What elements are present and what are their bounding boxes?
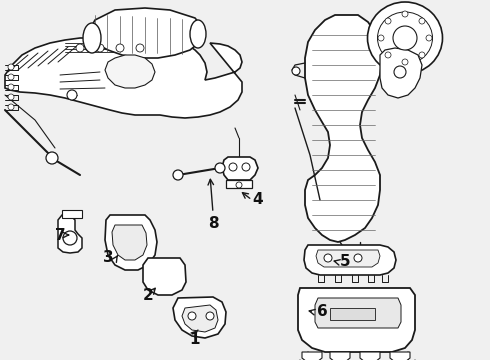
Circle shape [188, 312, 196, 320]
Circle shape [419, 52, 425, 58]
Text: 6: 6 [317, 305, 327, 320]
Ellipse shape [190, 20, 206, 48]
Polygon shape [330, 352, 350, 360]
Text: 3: 3 [103, 251, 113, 266]
Circle shape [76, 44, 84, 52]
Circle shape [402, 11, 408, 17]
Polygon shape [222, 157, 258, 180]
Circle shape [46, 152, 58, 164]
Polygon shape [85, 8, 205, 58]
Circle shape [354, 254, 362, 262]
Polygon shape [226, 180, 252, 188]
Circle shape [116, 44, 124, 52]
Polygon shape [58, 215, 82, 253]
Text: 2: 2 [143, 288, 153, 302]
Text: 5: 5 [340, 255, 350, 270]
Circle shape [215, 163, 225, 173]
Circle shape [292, 67, 300, 75]
Polygon shape [305, 15, 382, 242]
Polygon shape [298, 288, 415, 352]
Circle shape [8, 84, 14, 90]
Polygon shape [62, 210, 82, 218]
Circle shape [67, 90, 77, 100]
Polygon shape [316, 250, 380, 267]
Ellipse shape [377, 12, 433, 64]
Circle shape [394, 66, 406, 78]
Polygon shape [112, 225, 147, 260]
Circle shape [136, 44, 144, 52]
Polygon shape [304, 245, 396, 275]
Polygon shape [173, 297, 226, 338]
Ellipse shape [83, 23, 101, 53]
Circle shape [419, 18, 425, 24]
Polygon shape [143, 258, 186, 295]
Polygon shape [360, 352, 380, 360]
Text: 7: 7 [55, 228, 65, 243]
Polygon shape [390, 352, 410, 360]
Circle shape [402, 59, 408, 65]
Circle shape [8, 74, 14, 80]
Text: 1: 1 [190, 333, 200, 347]
Circle shape [229, 163, 237, 171]
Polygon shape [302, 352, 322, 360]
Bar [330, 308, 375, 320]
Polygon shape [182, 305, 218, 332]
Circle shape [96, 44, 104, 52]
Circle shape [8, 94, 14, 100]
Circle shape [385, 18, 391, 24]
Text: 8: 8 [208, 216, 219, 230]
Circle shape [236, 182, 242, 188]
Polygon shape [5, 38, 242, 118]
Polygon shape [105, 215, 157, 270]
Text: 4: 4 [253, 193, 263, 207]
Polygon shape [315, 298, 401, 328]
Circle shape [426, 35, 432, 41]
Circle shape [206, 312, 214, 320]
Circle shape [324, 254, 332, 262]
Circle shape [173, 170, 183, 180]
Circle shape [378, 35, 384, 41]
Ellipse shape [368, 2, 442, 74]
Circle shape [63, 231, 77, 245]
Polygon shape [105, 55, 155, 88]
Circle shape [8, 104, 14, 110]
Circle shape [385, 52, 391, 58]
Circle shape [8, 64, 14, 70]
Polygon shape [380, 48, 422, 98]
Circle shape [393, 26, 417, 50]
Circle shape [242, 163, 250, 171]
